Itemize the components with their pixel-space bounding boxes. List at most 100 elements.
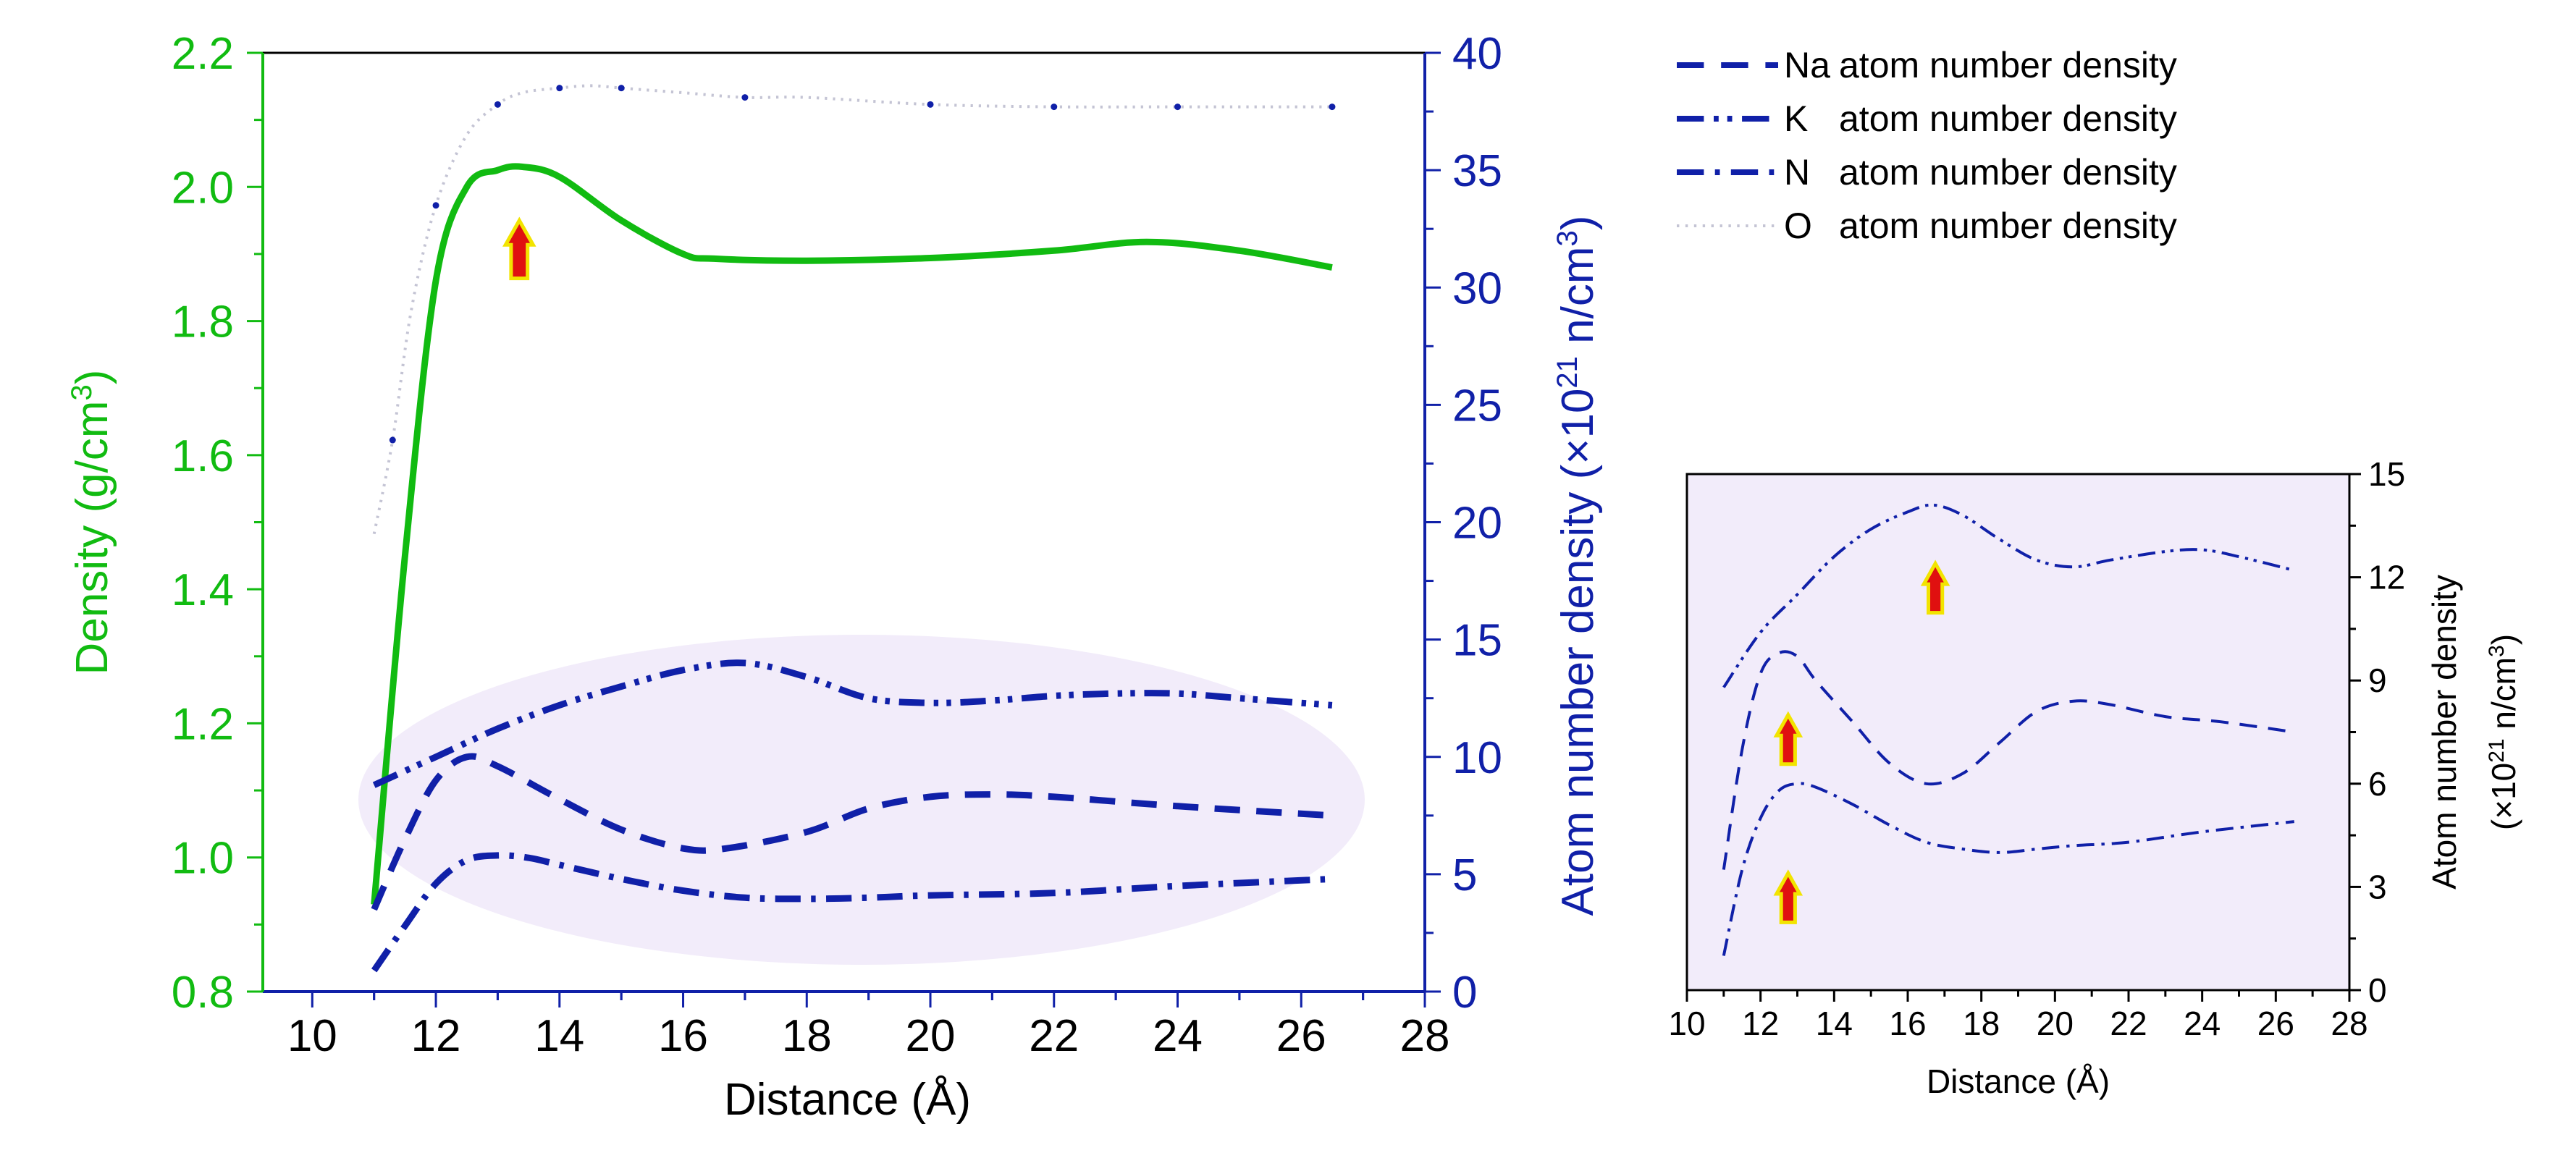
inset-y-tick-label: 3 bbox=[2368, 868, 2387, 905]
right-axis-title-part: Atom number density (×10 bbox=[1553, 389, 1603, 916]
right-axis-title-part: ) bbox=[1553, 216, 1603, 231]
inset-y-tick-label: 6 bbox=[2368, 765, 2387, 803]
right-tick-label: 0 bbox=[1452, 968, 1477, 1018]
inset-y-axis-title-line2-superscript: 3 bbox=[2485, 645, 2509, 657]
inset-x-tick-label: 16 bbox=[1889, 1005, 1926, 1042]
series-line-density bbox=[371, 163, 1333, 905]
inset-x-tick-label: 10 bbox=[1668, 1005, 1705, 1042]
right-tick-label: 20 bbox=[1452, 499, 1502, 549]
series-point-o bbox=[1329, 103, 1336, 111]
inset-y-tick-label: 15 bbox=[2368, 455, 2405, 493]
inset-x-tick-label: 24 bbox=[2184, 1005, 2221, 1042]
series-point-o bbox=[432, 202, 439, 209]
left-tick-label: 1.4 bbox=[172, 565, 234, 615]
inset-x-tick-label: 18 bbox=[1963, 1005, 2000, 1042]
x-tick-label: 14 bbox=[534, 1011, 584, 1061]
series-point-o bbox=[556, 85, 563, 92]
right-axis-title-part: n/cm bbox=[1553, 246, 1603, 356]
series-point-o bbox=[389, 436, 396, 444]
left-tick-label: 1.8 bbox=[172, 297, 234, 347]
legend-label: atom number density bbox=[1839, 152, 2177, 193]
legend-label: atom number density bbox=[1839, 98, 2177, 139]
series-point-o bbox=[618, 85, 625, 92]
right-tick-label: 40 bbox=[1452, 29, 1502, 79]
inset-series-line-n bbox=[1722, 782, 2295, 956]
left-tick-label: 0.8 bbox=[172, 968, 234, 1018]
legend-symbol: O bbox=[1784, 206, 1812, 246]
right-tick-label: 10 bbox=[1452, 733, 1502, 783]
left-tick-label: 1.0 bbox=[172, 834, 234, 884]
right-axis-title: Atom number density (×1021 n/cm3) bbox=[1552, 216, 1603, 916]
right-tick-label: 30 bbox=[1452, 263, 1502, 313]
inset-arrow bbox=[1920, 559, 1950, 615]
inset-series-line-na bbox=[1722, 650, 2295, 870]
x-tick-label: 24 bbox=[1153, 1011, 1203, 1061]
inset-arrow bbox=[1773, 711, 1803, 766]
right-tick-label: 5 bbox=[1452, 850, 1477, 900]
highlight-ellipse bbox=[358, 635, 1365, 965]
x-tick-label: 10 bbox=[287, 1011, 337, 1061]
right-tick-label: 35 bbox=[1452, 146, 1502, 196]
inset-y-axis-title-line2-part: (×10 bbox=[2485, 763, 2522, 830]
main-peak-arrow bbox=[502, 216, 536, 281]
inset-y-tick-label: 12 bbox=[2368, 559, 2405, 596]
left-tick-label: 1.6 bbox=[172, 431, 234, 481]
x-axis-title: Distance (Å) bbox=[724, 1075, 971, 1125]
left-axis-title-part: Density (g/cm bbox=[67, 400, 117, 675]
x-tick-label: 26 bbox=[1276, 1011, 1326, 1061]
series-line-n bbox=[371, 852, 1333, 973]
series-point-o bbox=[1051, 103, 1058, 111]
right-axis-title-superscript: 21 bbox=[1552, 356, 1583, 389]
left-axis-title-part: ) bbox=[67, 370, 117, 385]
inset-x-axis-title: Distance (Å) bbox=[1927, 1063, 2110, 1100]
series-line-o bbox=[372, 84, 1332, 535]
legend-symbol: N bbox=[1784, 152, 1810, 193]
legend-label: atom number density bbox=[1839, 206, 2177, 246]
inset-x-tick-label: 26 bbox=[2257, 1005, 2294, 1042]
series-line-na bbox=[371, 753, 1333, 911]
inset-x-tick-label: 14 bbox=[1816, 1005, 1853, 1042]
left-axis-title: Density (g/cm3) bbox=[66, 370, 117, 675]
right-tick-label: 15 bbox=[1452, 616, 1502, 666]
inset-x-tick-label: 12 bbox=[1742, 1005, 1779, 1042]
x-tick-label: 12 bbox=[411, 1011, 461, 1061]
series-point-o bbox=[927, 101, 934, 108]
legend-symbol: Na bbox=[1784, 45, 1830, 85]
inset-y-axis-title-line2-superscript: 21 bbox=[2485, 738, 2509, 762]
series-point-o bbox=[741, 94, 749, 101]
left-tick-label: 1.2 bbox=[172, 699, 234, 749]
x-tick-label: 28 bbox=[1400, 1011, 1450, 1061]
inset-y-axis-title-line2-part: ) bbox=[2485, 634, 2522, 645]
inset-y-axis-title-line2-part: n/cm bbox=[2485, 657, 2522, 738]
right-axis-title-superscript: 3 bbox=[1552, 230, 1583, 246]
x-tick-label: 20 bbox=[906, 1011, 956, 1061]
inset-arrow bbox=[1773, 869, 1803, 924]
inset-y-tick-label: 9 bbox=[2368, 662, 2387, 699]
left-tick-label: 2.2 bbox=[172, 29, 234, 79]
inset-x-tick-label: 28 bbox=[2331, 1005, 2367, 1042]
x-tick-label: 22 bbox=[1029, 1011, 1079, 1061]
x-tick-label: 18 bbox=[782, 1011, 832, 1061]
main-chart: 10 12 14 16 18 20 22 24 26 28 Distance (Å) 0.8 1.0 1.… bbox=[66, 29, 1603, 1125]
right-tick-label: 25 bbox=[1452, 381, 1502, 431]
legend-item: Na atom number density bbox=[1677, 45, 2177, 85]
left-tick-label: 2.0 bbox=[172, 163, 234, 213]
legend-label: atom number density bbox=[1839, 45, 2177, 85]
series-point-o bbox=[494, 101, 501, 108]
inset-chart: 10 12 14 16 18 20 22 24 26 28 Distance (Å) 0 3 6 9 12 15… bbox=[1668, 455, 2522, 1100]
inset-y-axis-title-line2: (×1021 n/cm3) bbox=[2485, 634, 2523, 830]
inset-y-axis-title-line1: Atom number density bbox=[2425, 575, 2463, 890]
series-point-o bbox=[1174, 103, 1182, 111]
x-tick-label: 16 bbox=[658, 1011, 708, 1061]
series-line-k bbox=[372, 659, 1333, 788]
inset-x-tick-label: 22 bbox=[2110, 1005, 2147, 1042]
legend-symbol: K bbox=[1784, 98, 1808, 139]
inset-y-tick-label: 0 bbox=[2368, 971, 2387, 1009]
left-axis-title-superscript: 3 bbox=[66, 384, 98, 400]
inset-series-line-k bbox=[1722, 503, 2295, 688]
